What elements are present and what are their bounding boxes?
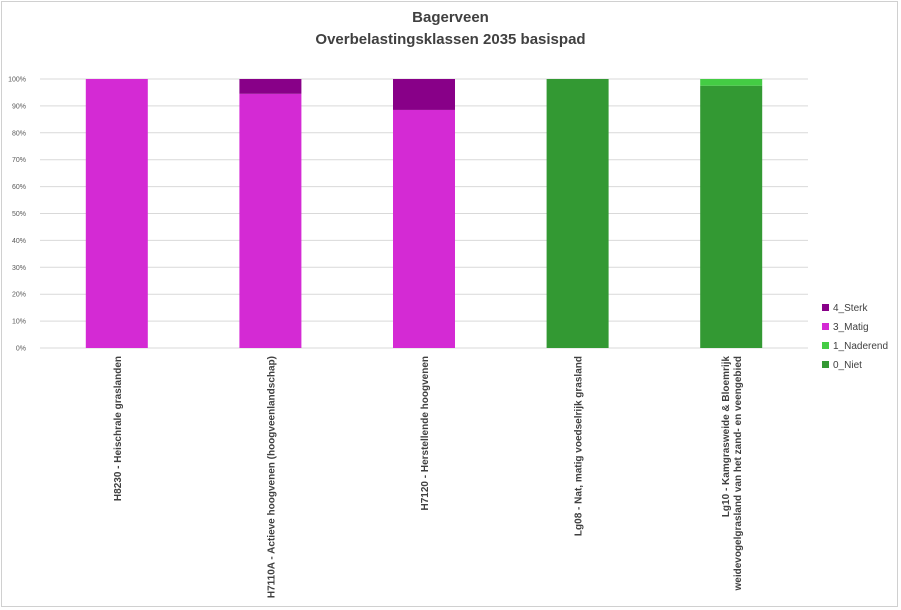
category-label: H7110A - Actieve hoogvenen (hoogveenland… <box>266 356 277 598</box>
legend-swatch <box>822 304 829 311</box>
legend-label: 0_Niet <box>833 360 862 371</box>
bar-segment <box>393 79 455 110</box>
bar-segment <box>85 79 148 348</box>
category-label: H8230 - Heischrale graslanden <box>113 356 124 501</box>
y-tick-label: 30% <box>12 265 26 272</box>
y-tick-label: 10% <box>12 319 26 326</box>
y-tick-label: 100% <box>8 77 26 84</box>
y-tick-label: 50% <box>12 211 26 218</box>
legend-label: 4_Sterk <box>833 303 868 314</box>
y-tick-label: 80% <box>12 130 26 137</box>
chart-title: Bagerveen <box>412 9 489 26</box>
y-tick-label: 40% <box>12 238 26 245</box>
legend-label: 3_Matig <box>833 322 869 333</box>
chart-subtitle: Overbelastingsklassen 2035 basispad <box>315 31 586 48</box>
bar-segment <box>546 79 609 348</box>
y-tick-label: 90% <box>12 103 26 110</box>
legend-label: 1_Naderend <box>833 341 888 352</box>
bar-segment <box>700 79 763 86</box>
y-tick-label: 0% <box>16 346 26 353</box>
category-label: H7120 - Herstellende hoogvenen <box>420 356 431 511</box>
y-tick-label: 20% <box>12 292 26 299</box>
legend-swatch <box>822 323 829 330</box>
category-label: weidevogelgrasland van het zand- en veen… <box>733 356 744 592</box>
legend-swatch <box>822 361 829 368</box>
legend-swatch <box>822 342 829 349</box>
category-label: Lg08 - Nat, matig voedselrijk grasland <box>574 356 585 536</box>
bar-segment <box>239 79 302 94</box>
bar-segment <box>700 85 763 348</box>
y-tick-label: 60% <box>12 184 26 191</box>
bar-segment <box>393 109 455 348</box>
category-label: Lg10 - Kamgrasweide & Bloemrijk <box>721 356 732 518</box>
y-tick-label: 70% <box>12 157 26 164</box>
bar-segment <box>239 93 302 348</box>
